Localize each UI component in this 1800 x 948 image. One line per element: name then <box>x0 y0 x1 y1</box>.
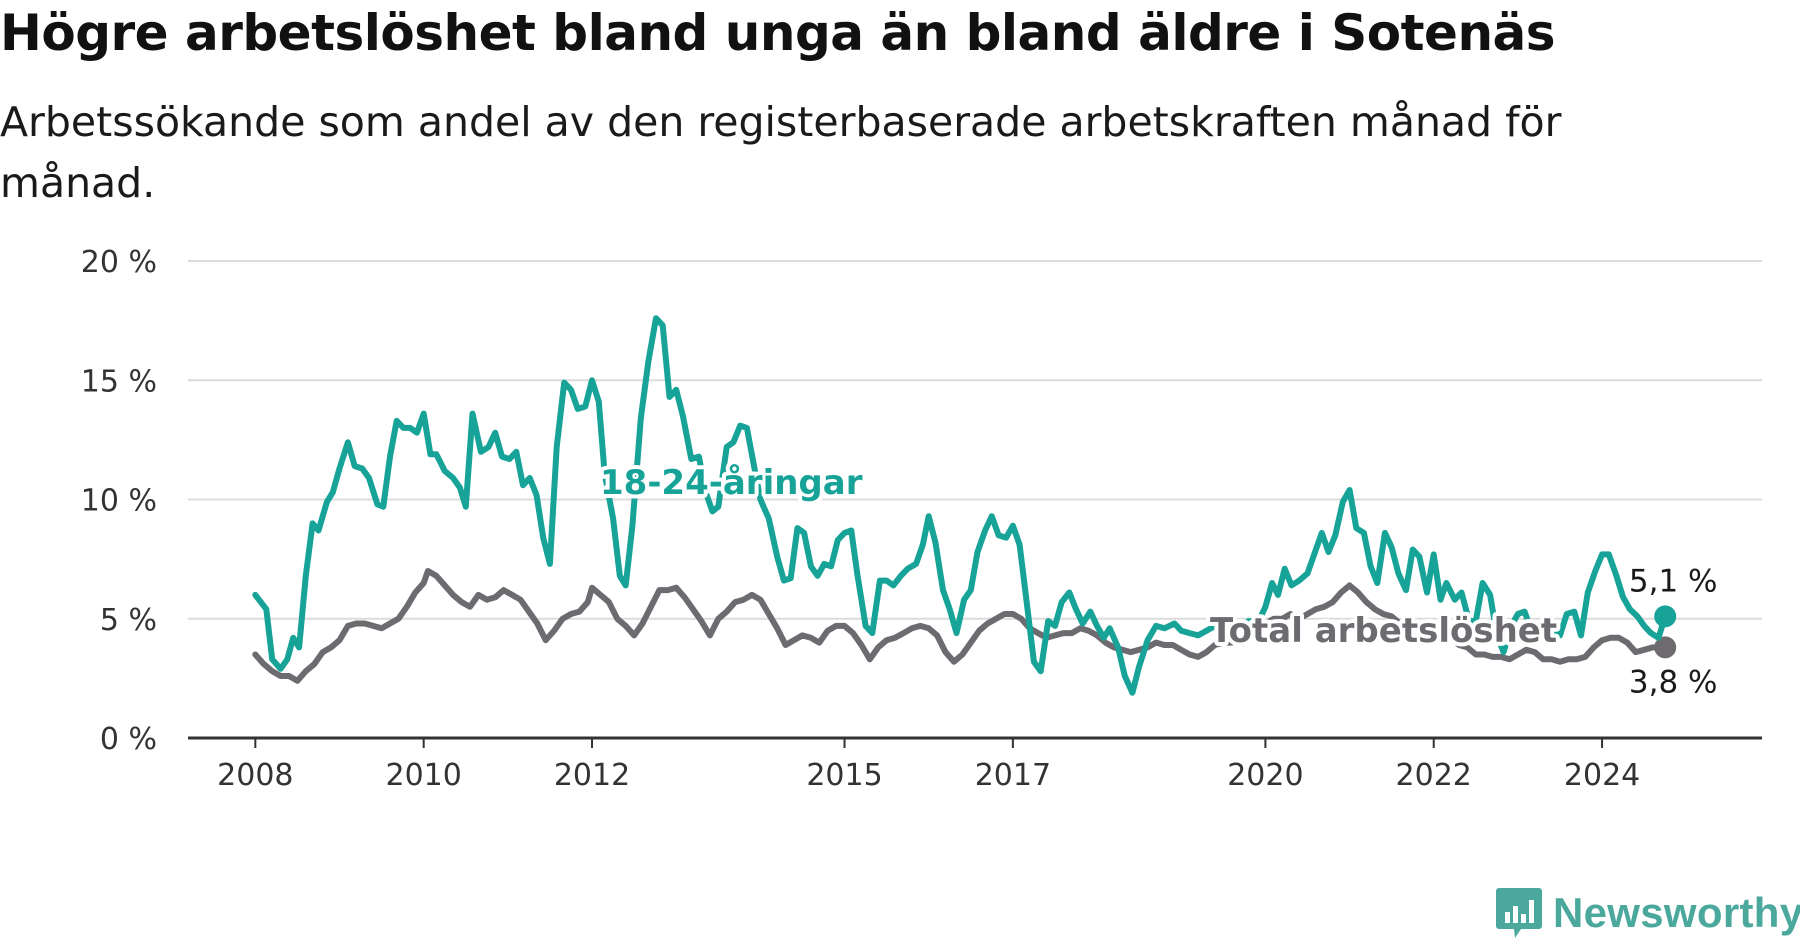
series-name-label: Total arbetslöshet <box>1210 611 1557 651</box>
chart-subtitle: Arbetssökande som andel av den registerb… <box>0 98 1562 207</box>
axes: 0 % 5 % 10 % 15 % 20 % 2008 2010 2012 2015 2017 20… <box>81 245 1762 793</box>
gridlines <box>188 260 1762 620</box>
newsworthy-logo: Newsworthy <box>1495 886 1800 940</box>
series-end-label: 3,8 % <box>1629 664 1718 700</box>
x-tick-label: 2010 <box>385 758 461 793</box>
y-tick-label: 15 % <box>81 364 157 399</box>
line-chart: 0 % 5 % 10 % 15 % 20 % 2008 2010 2012 2015 2017 20… <box>81 245 1762 793</box>
series-end-dot <box>1654 636 1677 659</box>
x-tick-label: 2020 <box>1227 758 1303 793</box>
x-tick-label: 2012 <box>554 758 630 793</box>
x-tick-label: 2022 <box>1396 758 1472 793</box>
y-tick-label: 10 % <box>81 484 157 519</box>
y-tick-label: 5 % <box>100 603 157 638</box>
series-end-dot <box>1654 605 1677 628</box>
newsworthy-chart-icon <box>1496 888 1542 938</box>
chart-title: Högre arbetslöshet bland unga än bland ä… <box>0 4 1556 62</box>
y-tick-label: 20 % <box>81 245 157 280</box>
series-name-label: 18-24-åringar <box>600 463 863 503</box>
x-tick-label: 2017 <box>975 758 1051 793</box>
brand-name: Newsworthy <box>1553 889 1800 936</box>
x-tick-label: 2024 <box>1564 758 1640 793</box>
y-tick-label: 0 % <box>100 722 157 757</box>
series-lines <box>252 315 1677 696</box>
x-tick-label: 2015 <box>806 758 882 793</box>
series-line <box>252 315 1669 696</box>
series-end-label: 5,1 % <box>1629 563 1718 599</box>
series-line <box>252 568 1669 684</box>
series-labels: 3,8 % 5,1 % 18-24-åringar Total arbetslöshe… <box>596 459 1718 700</box>
x-tick-label: 2008 <box>217 758 293 793</box>
